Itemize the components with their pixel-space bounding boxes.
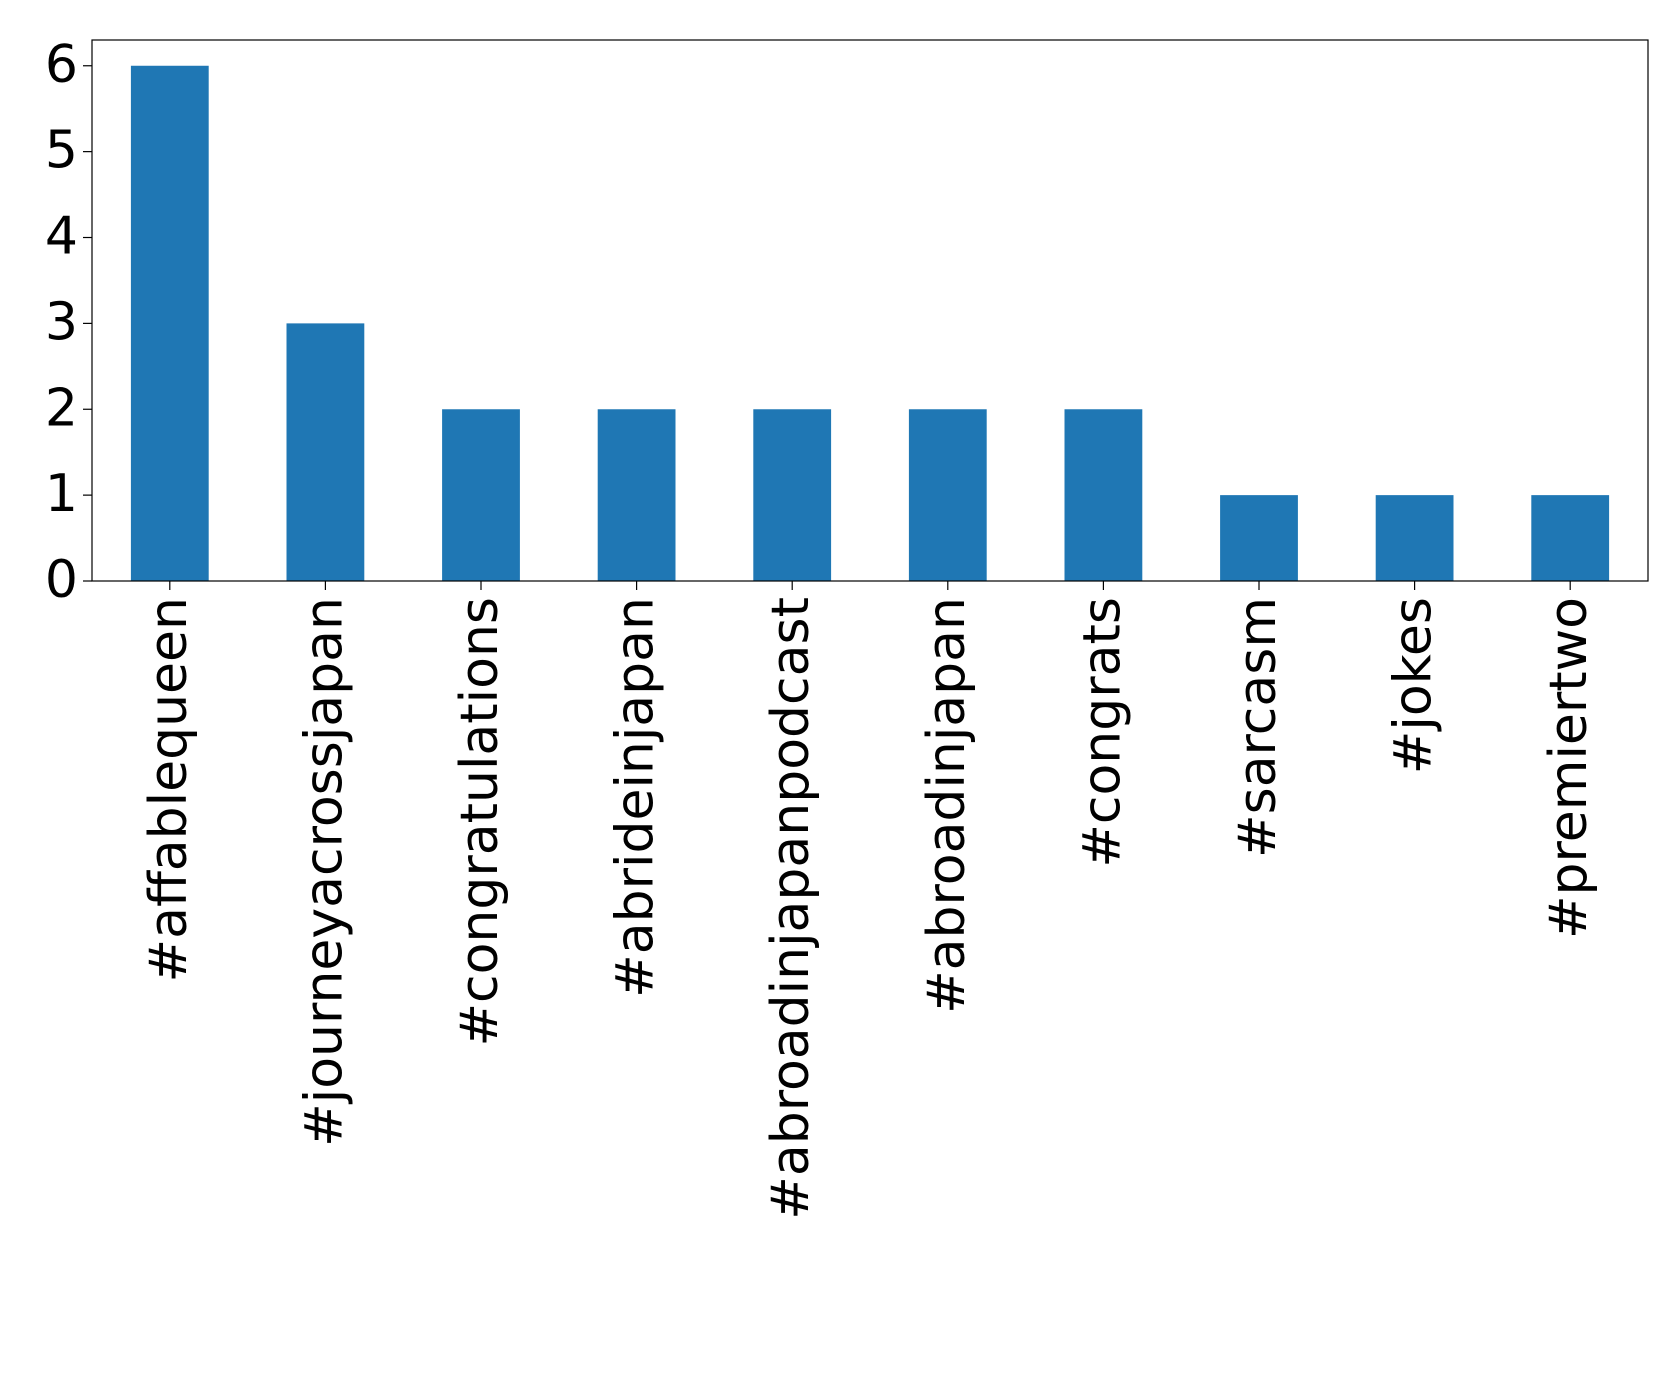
y-tick-label: 2 <box>45 378 78 438</box>
x-tick-label: #abrideinjapan <box>606 597 666 998</box>
bar <box>130 65 209 581</box>
bar <box>597 409 676 581</box>
x-tick-label: #congrats <box>1072 597 1132 868</box>
x-tick-label: #premiertwo <box>1539 597 1599 939</box>
y-tick-label: 6 <box>45 35 78 95</box>
x-tick-label: #abroadinjapan <box>917 597 977 1014</box>
x-tick-label: #sarcasm <box>1228 597 1288 858</box>
bar <box>1375 495 1454 581</box>
y-tick-label: 5 <box>45 121 78 181</box>
y-tick-label: 1 <box>45 464 78 524</box>
bar <box>442 409 520 581</box>
bar <box>286 323 365 581</box>
x-tick-label: #abroadinjapanpodcast <box>761 597 821 1220</box>
bar <box>753 409 832 581</box>
x-tick-label: #jokes <box>1384 597 1444 774</box>
y-tick-label: 4 <box>45 207 78 267</box>
bar <box>1064 409 1143 581</box>
bar <box>908 409 987 581</box>
x-tick-label: #journeyacrossjapan <box>294 597 354 1147</box>
bar <box>1220 495 1298 581</box>
x-tick-label: #congratulations <box>450 597 510 1047</box>
x-tick-label: #affablequeen <box>139 597 199 982</box>
y-tick-label: 3 <box>45 292 78 352</box>
bar <box>1531 495 1610 581</box>
y-tick-label: 0 <box>45 550 78 610</box>
plot-frame <box>91 39 1649 582</box>
